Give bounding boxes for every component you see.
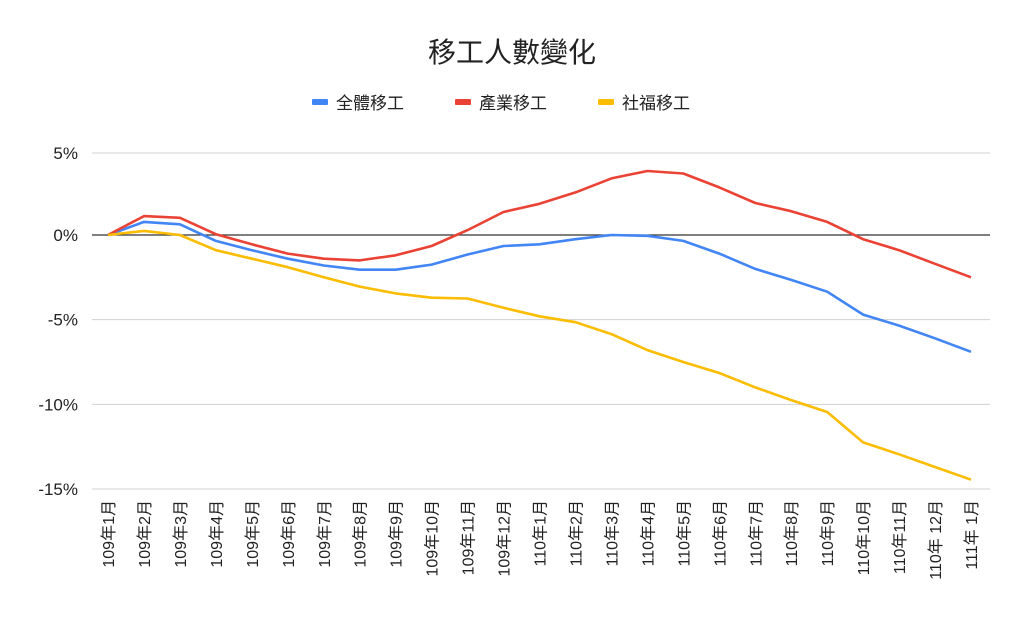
legend-swatch	[598, 99, 614, 105]
series-line-2	[107, 229, 972, 481]
legend-label: 全體移工	[336, 94, 404, 113]
legend-label: 社福移工	[622, 94, 690, 113]
y-tick-label: -10%	[38, 395, 78, 414]
legend-swatch	[312, 99, 328, 105]
x-tick-label: 110年10月	[855, 500, 873, 575]
x-tick-label: 110年2月	[567, 500, 585, 566]
series-line-0	[107, 220, 972, 354]
y-tick-label: 5%	[53, 144, 78, 163]
x-tick-label: 109年8月	[352, 500, 370, 568]
chart-title: 移工人數變化	[428, 37, 596, 68]
x-tick-label: 109年10月	[424, 500, 442, 577]
x-tick-label: 109年3月	[172, 500, 190, 568]
legend: 全體移工 產業移工 社福移工	[312, 94, 690, 113]
gridlines	[92, 152, 990, 490]
y-tick-label: -15%	[38, 480, 78, 499]
x-tick-label: 110年1月	[532, 500, 550, 566]
y-tick-label: -5%	[48, 311, 78, 330]
x-tick-label: 109年6月	[280, 500, 298, 568]
x-tick-label: 109年1月	[100, 500, 118, 568]
series-lines	[107, 169, 972, 481]
series-line-1	[107, 169, 972, 279]
x-tick-label: 109年4月	[208, 500, 226, 568]
x-tick-label: 110年 12月	[927, 500, 945, 580]
x-tick-label: 109年11月	[460, 500, 478, 575]
x-tick-label: 109年5月	[244, 500, 262, 568]
x-tick-label: 110年3月	[603, 500, 621, 566]
y-tick-label: 0%	[53, 226, 78, 245]
legend-swatch	[455, 99, 471, 105]
x-tick-label: 110年8月	[783, 500, 801, 566]
x-tick-label: 110年6月	[711, 500, 729, 566]
legend-label: 產業移工	[479, 94, 547, 113]
x-axis: 109年1月 109年2月 109年3月 109年4月 109年5月 109年6月 109年…	[100, 500, 981, 580]
x-tick-label: 110年4月	[639, 500, 657, 566]
x-tick-label: 110年5月	[675, 500, 693, 566]
x-tick-label: 111年 1月	[963, 500, 981, 570]
x-tick-label: 109年2月	[136, 500, 154, 568]
x-tick-label: 109年9月	[388, 500, 406, 568]
x-tick-label: 110年11月	[891, 500, 909, 574]
y-axis: 5% 0% -5% -10% -15%	[38, 144, 78, 499]
x-tick-label: 110年7月	[747, 500, 765, 566]
x-tick-label: 110年9月	[819, 500, 837, 566]
x-tick-label: 109年12月	[496, 500, 514, 577]
x-tick-label: 109年7月	[316, 500, 334, 568]
